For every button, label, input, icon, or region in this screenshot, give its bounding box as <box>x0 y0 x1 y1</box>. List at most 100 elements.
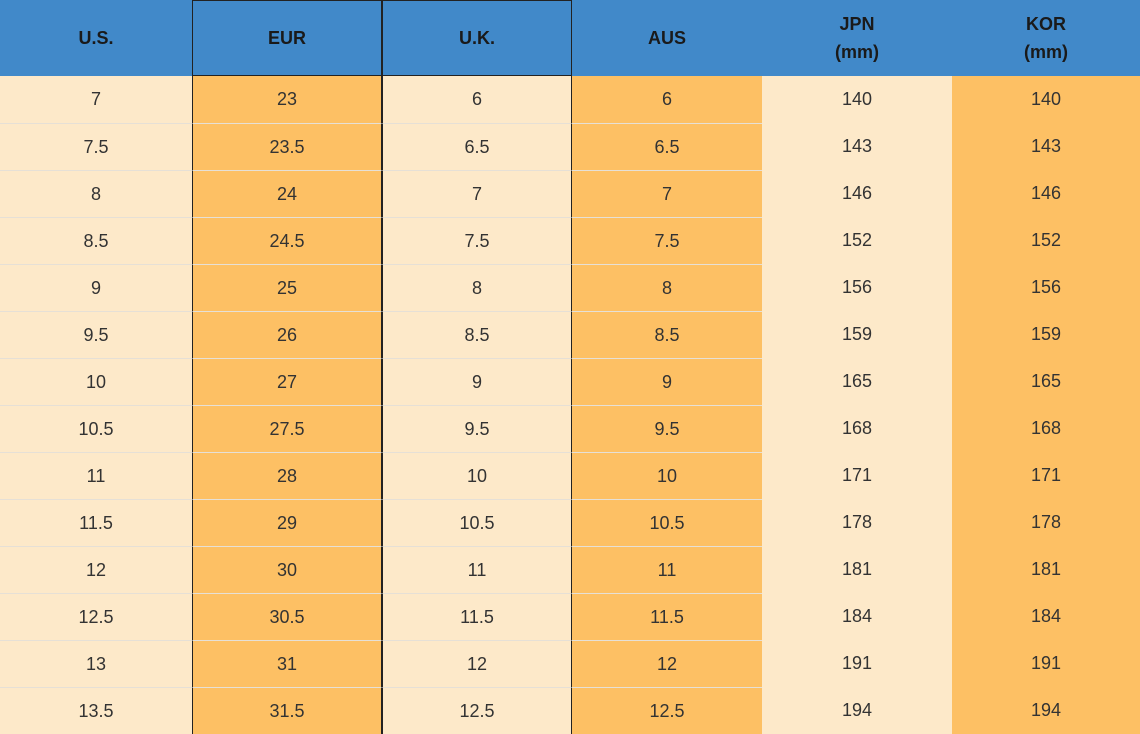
table-cell: 12.5 <box>572 687 762 734</box>
table-cell: 12 <box>572 640 762 687</box>
table-cell: 11 <box>0 452 192 499</box>
cell-text: 10.5 <box>78 418 114 439</box>
table-cell: 13.5 <box>0 687 192 734</box>
cell-text: 30 <box>276 559 298 580</box>
cell-text: 168 <box>841 418 873 438</box>
cell-text: 143 <box>841 136 873 156</box>
cell-text: 191 <box>1030 653 1062 673</box>
table-cell: 30.5 <box>192 593 382 640</box>
table-cell: 24 <box>192 170 382 217</box>
cell-text: 152 <box>841 230 873 250</box>
table-cell: 152 <box>762 217 952 264</box>
table-cell: 24.5 <box>192 217 382 264</box>
cell-text: 12.5 <box>649 700 685 721</box>
cell-text: 165 <box>1030 371 1062 391</box>
cell-text: 26 <box>276 324 298 345</box>
header-cell: EUR <box>192 0 382 76</box>
cell-text: 6.5 <box>464 136 490 157</box>
cell-text: 184 <box>1030 606 1062 626</box>
cell-text: 159 <box>841 324 873 344</box>
cell-text: 156 <box>841 277 873 297</box>
table-cell: 7.5 <box>382 217 572 264</box>
cell-text: 9 <box>661 371 672 392</box>
table-cell: 159 <box>762 311 952 358</box>
header-text: EUR <box>267 28 306 48</box>
header-text: U.K. <box>459 28 495 48</box>
cell-text: 9 <box>471 371 482 392</box>
table-cell: 156 <box>952 264 1140 311</box>
table-cell: 168 <box>952 405 1140 452</box>
table-cell: 11 <box>382 546 572 593</box>
table-cell: 9 <box>572 358 762 405</box>
table-cell: 10 <box>0 358 192 405</box>
table-cell: 165 <box>952 358 1140 405</box>
table-cell: 31 <box>192 640 382 687</box>
header-cell: U.S. <box>0 0 192 76</box>
table-cell: 191 <box>952 640 1140 687</box>
table-cell: 12 <box>0 546 192 593</box>
cell-text: 23.5 <box>269 136 305 157</box>
cell-text: 8.5 <box>654 324 680 345</box>
cell-text: 8 <box>471 277 482 298</box>
cell-text: 9.5 <box>83 324 109 345</box>
table-cell: 6.5 <box>382 123 572 170</box>
table-cell: 8.5 <box>572 311 762 358</box>
table-cell: 194 <box>952 687 1140 734</box>
table-cell: 6 <box>572 76 762 123</box>
table-cell: 140 <box>952 76 1140 123</box>
table-cell: 159 <box>952 311 1140 358</box>
table-cell: 11.5 <box>0 499 192 546</box>
cell-text: 10 <box>466 465 488 486</box>
table-cell: 10.5 <box>382 499 572 546</box>
table-cell: 23 <box>192 76 382 123</box>
table-cell: 31.5 <box>192 687 382 734</box>
cell-text: 24.5 <box>269 230 305 251</box>
cell-text: 24 <box>276 183 298 204</box>
cell-text: 23 <box>276 89 298 109</box>
table-cell: 181 <box>952 546 1140 593</box>
table-cell: 25 <box>192 264 382 311</box>
table-cell: 10.5 <box>572 499 762 546</box>
cell-text: 12 <box>656 653 678 674</box>
header-text: JPN <box>839 14 875 34</box>
cell-text: 11 <box>657 559 677 580</box>
cell-text: 7 <box>471 183 482 204</box>
table-cell: 152 <box>952 217 1140 264</box>
cell-text: 152 <box>1030 230 1062 250</box>
table-cell: 140 <box>762 76 952 123</box>
table-cell: 9 <box>382 358 572 405</box>
cell-text: 29 <box>276 512 298 533</box>
cell-text: 10 <box>85 371 107 392</box>
table-cell: 168 <box>762 405 952 452</box>
table-cell: 178 <box>762 499 952 546</box>
table-cell: 181 <box>762 546 952 593</box>
cell-text: 12.5 <box>78 606 114 627</box>
table-cell: 7.5 <box>572 217 762 264</box>
cell-text: 181 <box>841 559 873 579</box>
cell-text: 27 <box>276 371 298 392</box>
table-cell: 9.5 <box>572 405 762 452</box>
cell-text: 7.5 <box>464 230 490 251</box>
table-cell: 184 <box>762 593 952 640</box>
table-cell: 146 <box>762 170 952 217</box>
cell-text: 11 <box>467 559 487 580</box>
cell-text: 9.5 <box>654 418 680 439</box>
cell-text: 11.5 <box>650 606 684 627</box>
cell-text: 159 <box>1030 324 1062 344</box>
cell-text: 10 <box>656 465 678 486</box>
table-cell: 12 <box>382 640 572 687</box>
cell-text: 156 <box>1030 277 1062 297</box>
cell-text: 12 <box>85 559 107 580</box>
table-cell: 27.5 <box>192 405 382 452</box>
cell-text: 8.5 <box>83 230 109 251</box>
cell-text: 168 <box>1030 418 1062 438</box>
table-cell: 10 <box>382 452 572 499</box>
cell-text: 8 <box>661 277 672 298</box>
table-cell: 191 <box>762 640 952 687</box>
cell-text: 146 <box>841 183 873 203</box>
table-cell: 29 <box>192 499 382 546</box>
cell-text: 7.5 <box>83 136 109 157</box>
header-text: U.S. <box>78 28 114 48</box>
table-cell: 6 <box>382 76 572 123</box>
